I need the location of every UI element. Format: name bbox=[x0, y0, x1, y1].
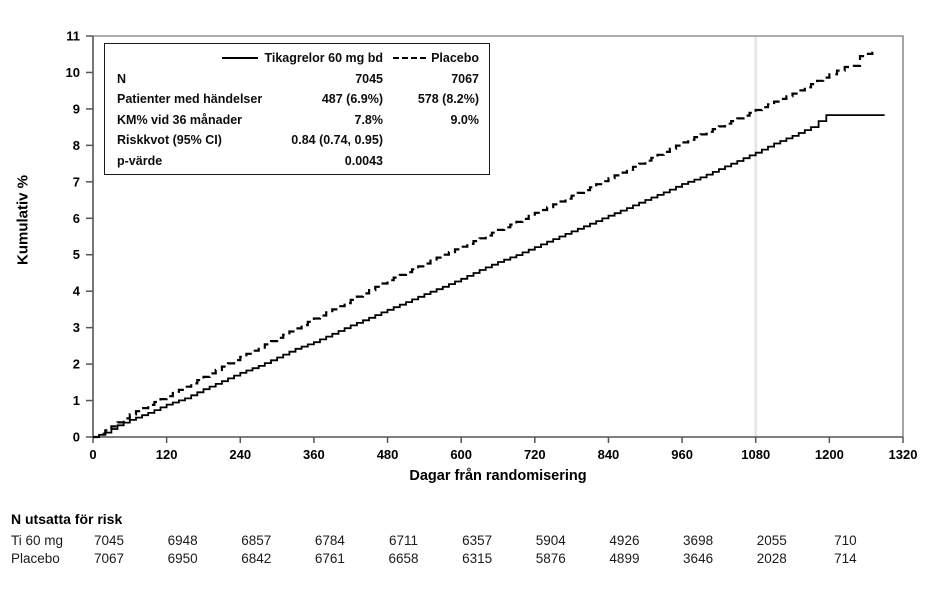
row-label: KM% vid 36 månader bbox=[117, 112, 243, 127]
risk-value: 5876 bbox=[535, 551, 566, 566]
row-value-placebo: 7067 bbox=[451, 71, 479, 86]
y-tick-label: 10 bbox=[66, 65, 80, 80]
legend-row-events: Patienter med händelser 487 (6.9%) 578 (… bbox=[117, 89, 479, 110]
risk-value: 4926 bbox=[609, 533, 640, 548]
risk-value: 710 bbox=[834, 533, 857, 548]
y-tick-label: 1 bbox=[73, 393, 80, 408]
row-label: N bbox=[117, 71, 127, 86]
risk-value: 6658 bbox=[388, 551, 419, 566]
risk-value: 6950 bbox=[167, 551, 198, 566]
risk-value: 7045 bbox=[93, 533, 125, 548]
row-value-tikagrelor: 7.8% bbox=[354, 112, 384, 127]
risk-value: 6857 bbox=[241, 533, 272, 548]
x-tick-label: 480 bbox=[377, 447, 399, 462]
solid-line-sample-icon bbox=[222, 57, 259, 60]
row-label: Riskkvot (95% CI) bbox=[117, 133, 222, 148]
risk-value: 714 bbox=[834, 551, 857, 566]
risk-value: 5904 bbox=[535, 533, 566, 548]
row-value-tikagrelor: 487 (6.9%) bbox=[321, 92, 383, 107]
legend-box: Tikagrelor 60 mg bd Placebo N 7045 7067 … bbox=[104, 43, 490, 175]
risk-value: 6711 bbox=[389, 533, 419, 548]
x-tick-label: 360 bbox=[303, 447, 325, 462]
row-value-tikagrelor: 0.84 (0.74, 0.95) bbox=[291, 133, 383, 148]
x-tick-label: 1200 bbox=[815, 447, 844, 462]
risk-value: 6315 bbox=[462, 551, 493, 566]
legend-tikagrelor-header: Tikagrelor 60 mg bd bbox=[123, 48, 383, 69]
x-tick-label: 240 bbox=[229, 447, 251, 462]
y-tick-label: 11 bbox=[66, 29, 80, 44]
x-tick-label: 720 bbox=[524, 447, 546, 462]
x-tick-label: 960 bbox=[671, 447, 693, 462]
risk-value: 3698 bbox=[683, 533, 714, 548]
x-tick-label: 1080 bbox=[741, 447, 770, 462]
legend-row-pvalue: p-värde 0.0043 bbox=[117, 151, 479, 172]
legend-header-row: Tikagrelor 60 mg bd Placebo bbox=[117, 48, 479, 69]
y-tick-label: 9 bbox=[73, 101, 80, 116]
y-tick-label: 2 bbox=[73, 357, 80, 372]
legend-placebo-label: Placebo bbox=[431, 51, 479, 65]
legend-placebo-header: Placebo bbox=[387, 48, 479, 69]
x-tick-label: 1320 bbox=[889, 447, 918, 462]
y-tick-label: 7 bbox=[73, 174, 80, 189]
risk-table-title: N utsatta för risk bbox=[11, 511, 123, 527]
row-value-placebo: 9.0% bbox=[450, 112, 480, 127]
legend-row-hazard-ratio: Riskkvot (95% CI) 0.84 (0.74, 0.95) bbox=[117, 130, 479, 151]
row-label: Patienter med händelser bbox=[117, 92, 263, 107]
legend-tikagrelor-label: Tikagrelor 60 mg bd bbox=[264, 51, 383, 65]
curve-placebo bbox=[93, 51, 874, 439]
curve-tikagrelor bbox=[93, 114, 885, 438]
legend-row-km36: KM% vid 36 månader 7.8% 9.0% bbox=[117, 110, 479, 131]
risk-value: 2028 bbox=[756, 551, 787, 566]
risk-value: 6842 bbox=[241, 551, 272, 566]
dashed-line-sample-icon bbox=[393, 57, 427, 60]
y-tick-label: 5 bbox=[73, 247, 80, 262]
y-tick-label: 4 bbox=[73, 284, 81, 299]
x-tick-label: 600 bbox=[450, 447, 472, 462]
risk-value: 4899 bbox=[609, 551, 640, 566]
y-axis-title: Kumulativ % bbox=[14, 174, 32, 266]
x-tick-label: 840 bbox=[598, 447, 620, 462]
risk-value: 6784 bbox=[314, 533, 345, 548]
row-value-tikagrelor: 7045 bbox=[355, 71, 383, 86]
row-label: p-värde bbox=[117, 153, 163, 168]
risk-value: 6761 bbox=[314, 551, 345, 566]
row-value-tikagrelor: 0.0043 bbox=[344, 153, 383, 168]
row-value-placebo: 578 (8.2%) bbox=[417, 92, 479, 107]
plot-frame bbox=[93, 35, 904, 437]
x-tick-label: 0 bbox=[89, 447, 96, 462]
risk-value: 6357 bbox=[462, 533, 493, 548]
risk-value: 2055 bbox=[756, 533, 787, 548]
x-axis-title: Dagar från randomisering bbox=[409, 468, 587, 484]
y-tick-label: 8 bbox=[73, 138, 80, 153]
legend-row-n: N 7045 7067 bbox=[117, 69, 479, 90]
risk-value: 3646 bbox=[683, 551, 714, 566]
risk-row-label-tikagrelor: Ti 60 mg bbox=[11, 533, 64, 548]
y-tick-label: 0 bbox=[73, 430, 80, 445]
risk-value: 7067 bbox=[93, 551, 125, 566]
risk-value: 6948 bbox=[167, 533, 198, 548]
risk-row-label-placebo: Placebo bbox=[11, 551, 60, 566]
y-tick-label: 3 bbox=[73, 320, 80, 335]
y-tick-label: 6 bbox=[73, 211, 80, 226]
x-tick-label: 120 bbox=[156, 447, 178, 462]
